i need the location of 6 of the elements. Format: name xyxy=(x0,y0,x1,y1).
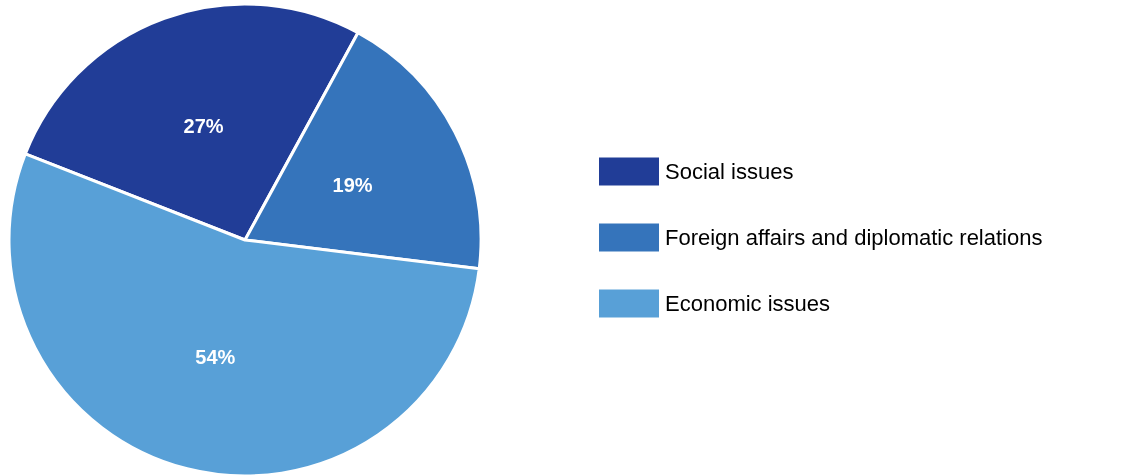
data-label: 19% xyxy=(332,173,373,196)
data-label: 54% xyxy=(195,346,236,369)
data-label: 27% xyxy=(183,115,224,138)
legend-label: Foreign affairs and diplomatic relations xyxy=(665,225,1043,250)
legend-label: Economic issues xyxy=(665,291,831,316)
legend-label: Social issues xyxy=(665,159,794,184)
